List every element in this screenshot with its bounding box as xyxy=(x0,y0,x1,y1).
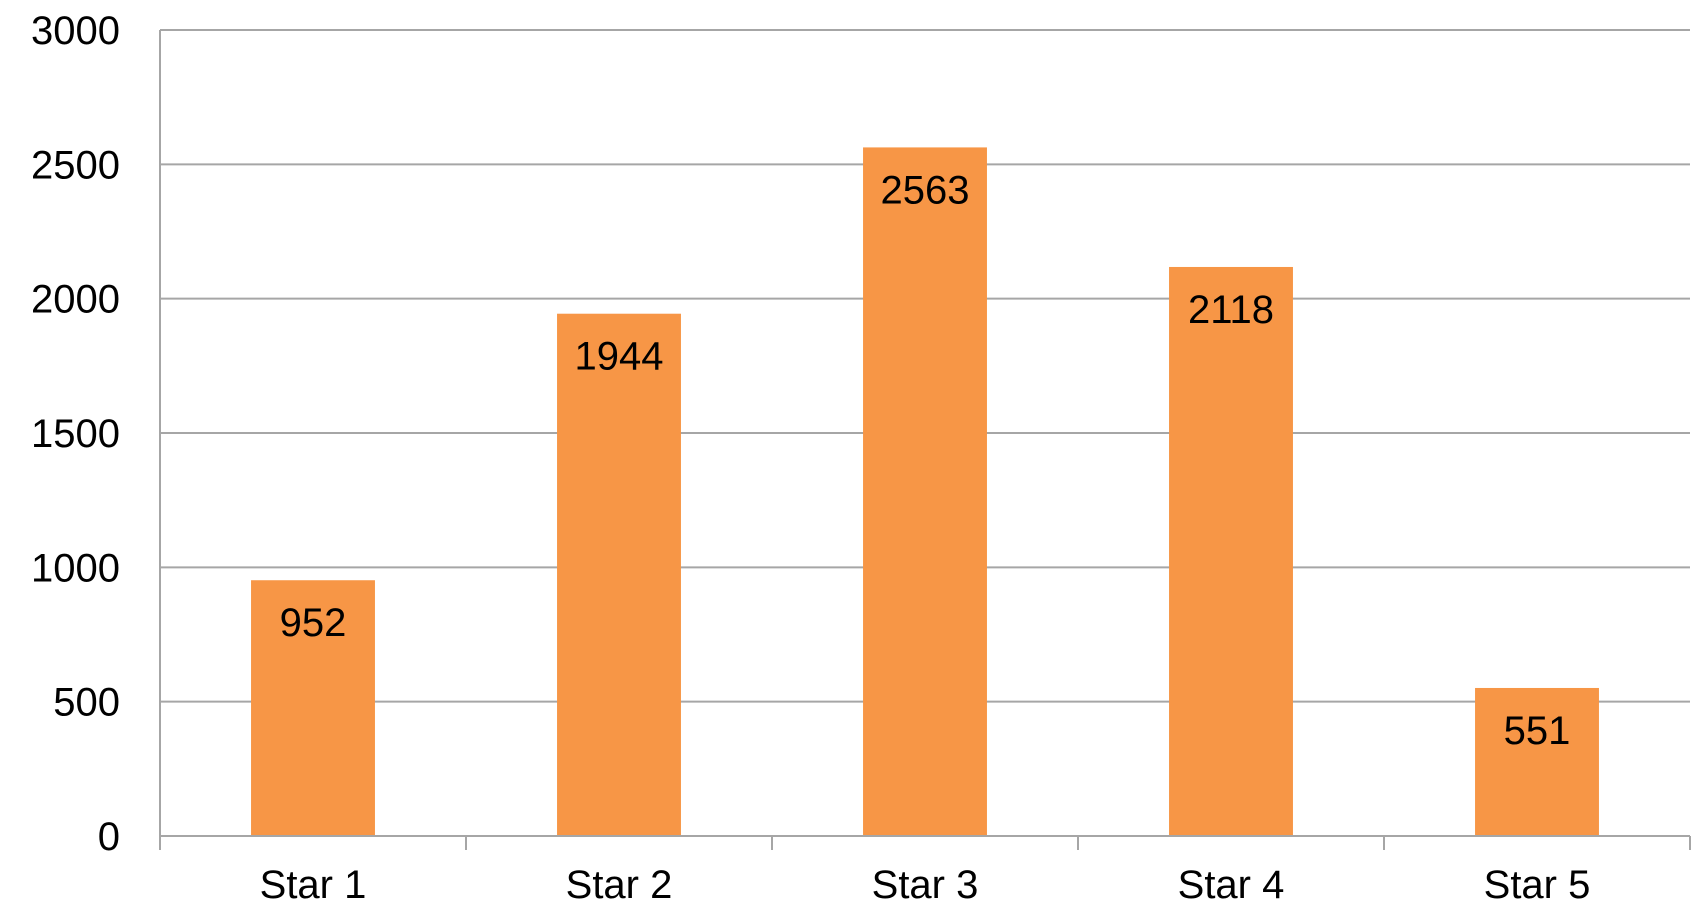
y-tick-label-500: 500 xyxy=(53,681,120,725)
bar-1 xyxy=(251,580,375,836)
bar-2 xyxy=(557,313,681,836)
x-tick-label-4: Star 4 xyxy=(1178,863,1285,907)
y-tick-label-3000: 3000 xyxy=(31,9,120,53)
data-label-1: 952 xyxy=(280,601,347,645)
data-label-3: 2563 xyxy=(881,168,970,212)
x-tick-label-1: Star 1 xyxy=(260,863,367,907)
x-tick-label-5: Star 5 xyxy=(1484,863,1591,907)
data-label-2: 1944 xyxy=(575,335,664,379)
labels: 0 500 1000 1500 2000 2500 3000 952 Star 1 1944 Sta… xyxy=(31,9,1590,907)
data-label-5: 551 xyxy=(1504,709,1571,753)
bar-3 xyxy=(863,147,987,836)
x-tick-label-3: Star 3 xyxy=(872,863,979,907)
x-tick-label-2: Star 2 xyxy=(566,863,673,907)
data-label-4: 2118 xyxy=(1188,288,1274,332)
bar-4 xyxy=(1169,266,1293,836)
axes xyxy=(159,30,1691,850)
bar-5 xyxy=(1475,687,1599,836)
y-tick-label-2500: 2500 xyxy=(31,143,120,187)
bars xyxy=(251,147,1599,836)
y-tick-label-1500: 1500 xyxy=(31,412,120,456)
y-tick-label-1000: 1000 xyxy=(31,546,120,590)
y-tick-label-0: 0 xyxy=(98,815,120,859)
y-tick-label-2000: 2000 xyxy=(31,278,120,322)
